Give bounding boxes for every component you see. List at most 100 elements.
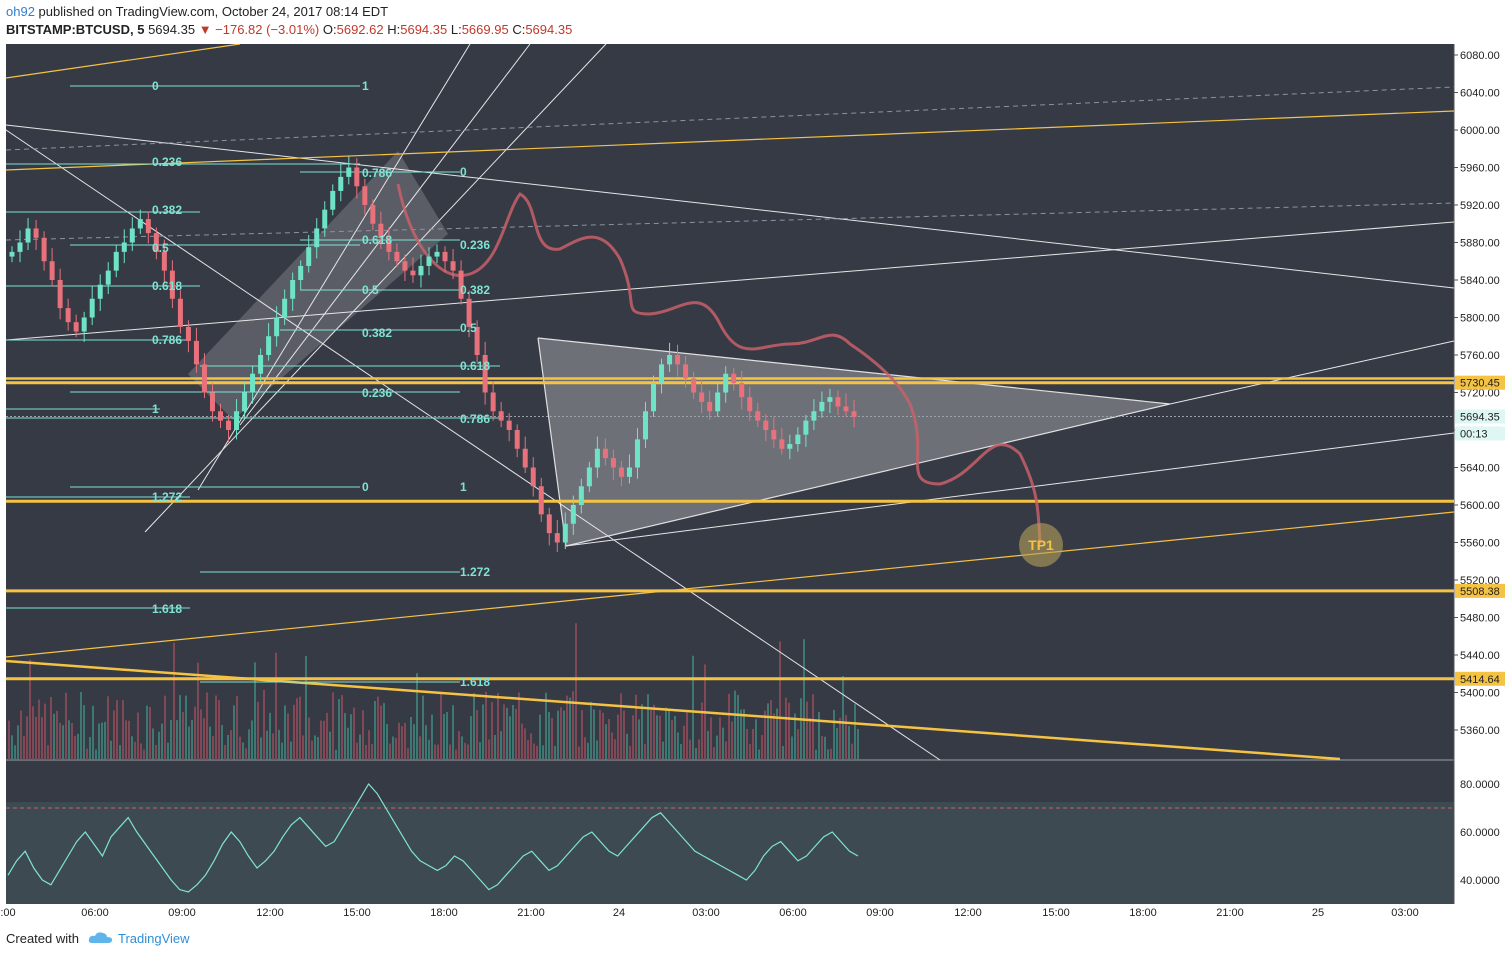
candle-body (25, 228, 31, 243)
volume-bar (422, 695, 424, 760)
trend-line (5, 44, 241, 79)
volume-bar (776, 708, 778, 760)
volume-bar (629, 745, 631, 760)
candle-body (418, 265, 424, 276)
time-axis (0, 904, 1512, 920)
open-label: O: (322, 22, 337, 37)
volume-bar (824, 736, 826, 760)
volume-bar (221, 724, 223, 760)
volume-bar (731, 721, 733, 760)
volume-bar (143, 749, 145, 760)
price-label-box (1455, 409, 1505, 424)
volume-bar (266, 730, 268, 760)
volume-bar (146, 705, 148, 760)
volume-bar (404, 722, 406, 760)
symbol-label[interactable]: BITSTAMP:BTCUSD, 5 (6, 22, 145, 37)
volume-bar (29, 659, 31, 760)
volume-bar (290, 741, 292, 760)
y-tick-label: 5560.00 (1460, 538, 1500, 550)
volume-bar (362, 710, 364, 760)
volume-bar (203, 718, 205, 760)
trend-line (5, 110, 1455, 171)
volume-bar (809, 718, 811, 760)
x-tick-label: 09:00 (866, 907, 894, 919)
volume-bar (212, 736, 214, 760)
candle-body (73, 322, 79, 332)
volume-bar (419, 736, 421, 760)
volume-bar (161, 723, 163, 760)
fib-label: 0.618 (362, 233, 392, 247)
channel-fill (188, 151, 448, 420)
volume-bar (236, 695, 238, 760)
fib-label: 0.382 (152, 203, 182, 217)
volume-bar (857, 728, 859, 760)
volume-bar (446, 711, 448, 760)
x-tick-label: 06:00 (779, 907, 807, 919)
volume-bar (575, 623, 577, 760)
volume-bar (62, 725, 64, 760)
x-tick-label: 18:00 (430, 907, 458, 919)
volume-bar (107, 696, 109, 760)
volume-bar (395, 737, 397, 760)
volume-bar (326, 712, 328, 760)
candle-body (153, 233, 159, 252)
candle-body (17, 242, 23, 252)
volume-bar (398, 722, 400, 760)
volume-bar (386, 724, 388, 760)
rsi-band (6, 802, 1454, 904)
volume-bar (536, 745, 538, 760)
volume-bar (539, 714, 541, 760)
x-tick-label: 21:00 (517, 907, 545, 919)
x-tick-label: 18:00 (1129, 907, 1157, 919)
volume-bar (434, 744, 436, 760)
tradingview-brand-link[interactable]: TradingView (118, 931, 190, 946)
volume-bar (521, 723, 523, 760)
volume-bar (848, 725, 850, 760)
volume-bar (767, 703, 769, 760)
candle-body (610, 458, 616, 468)
candle-body (659, 364, 665, 384)
author-link[interactable]: oh92 (6, 4, 35, 19)
price-label-box (1455, 426, 1505, 441)
volume-bar (251, 720, 253, 760)
candle-body (795, 434, 801, 445)
y-tick-label: 5440.00 (1460, 650, 1500, 662)
volume-bar (260, 737, 262, 760)
volume-bar (287, 713, 289, 760)
volume-bar (464, 742, 466, 760)
candle-body (835, 397, 841, 407)
volume-bar (746, 729, 748, 760)
volume-bar (158, 731, 160, 760)
y-tick-label: 6000.00 (1460, 125, 1500, 137)
volume-bar (653, 704, 655, 760)
candle-body (747, 397, 753, 412)
volume-bar (281, 742, 283, 760)
volume-bar (263, 689, 265, 760)
volume-bar (665, 707, 667, 760)
volume-bar (764, 710, 766, 760)
candle-body (169, 270, 175, 299)
volume-bar (656, 715, 658, 760)
candle-body (707, 401, 713, 412)
x-tick-label: 21:00 (1216, 907, 1244, 919)
volume-bar (593, 709, 595, 760)
candle-body (490, 392, 496, 412)
low-label: L: (450, 22, 462, 37)
volume-bar (791, 736, 793, 760)
volume-bar (770, 700, 772, 760)
open-value: 5692.62 (336, 22, 384, 37)
candle-body (651, 383, 657, 412)
volume-bar (380, 705, 382, 760)
price-chart[interactable]: TP1 0 1 0.236 0.382 0.5 0.618 0.786 1 1.272 1.618… (0, 44, 1512, 920)
volume-bar (488, 739, 490, 760)
fib-label: 0.382 (460, 283, 490, 297)
volume-bar (59, 722, 61, 760)
x-tick-label: 09:00 (168, 907, 196, 919)
volume-bar (215, 695, 217, 760)
volume-bar (206, 692, 208, 760)
volume-bar (512, 704, 514, 760)
candle-body (121, 242, 127, 252)
close-label: C: (512, 22, 526, 37)
volume-bar (782, 745, 784, 760)
volume-bar (737, 695, 739, 760)
